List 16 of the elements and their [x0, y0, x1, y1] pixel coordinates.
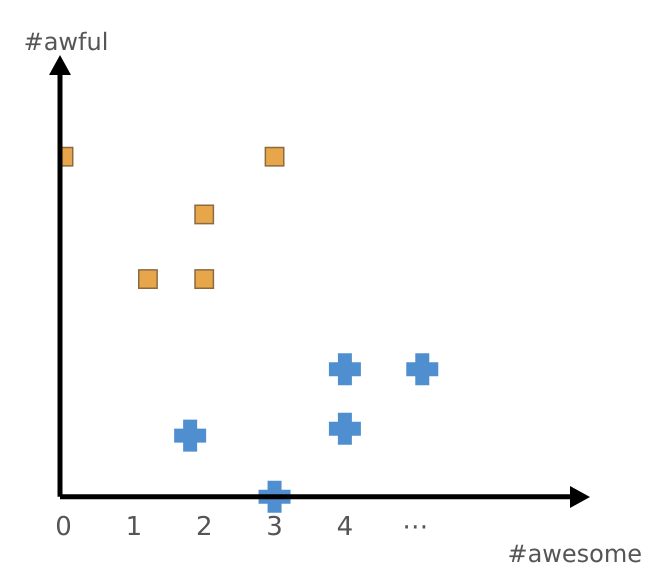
x-tick-label: 0 [55, 512, 72, 542]
point [406, 353, 438, 386]
point [138, 269, 158, 290]
point [264, 146, 284, 167]
point [328, 412, 361, 445]
x-tick-label: 4 [336, 512, 354, 542]
point [328, 353, 361, 386]
y-axis-title: #awful [24, 28, 108, 56]
point [174, 420, 206, 452]
x-axis-title: #awesome [507, 540, 642, 568]
point [194, 269, 214, 290]
x-tick-label: 3 [266, 512, 283, 542]
x-tick-label: 2 [196, 512, 212, 542]
x-tick-label: ⋯ [402, 512, 428, 542]
point [194, 204, 214, 224]
x-tick-label: 1 [126, 512, 142, 542]
